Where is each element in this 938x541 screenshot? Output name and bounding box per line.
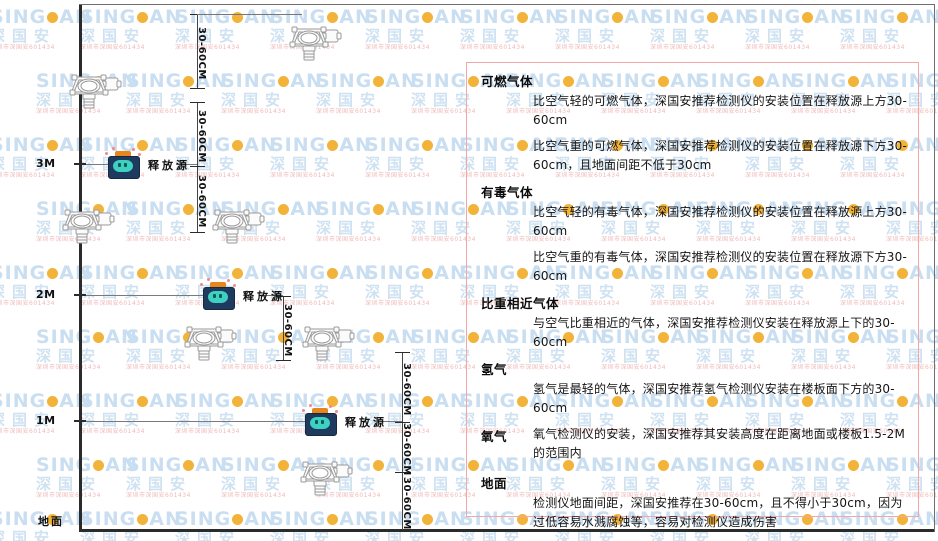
dimension-label: 30-60CM <box>401 423 412 476</box>
level-line-2M <box>82 295 203 296</box>
panel-section-title: 可燃气体 <box>481 74 534 89</box>
panel-section: 比重相近气体与空气比重相近的气体，深国安推荐检测仪安装在释放源上下的30-60c… <box>481 293 908 352</box>
panel-section-title: 比重相近气体 <box>481 296 560 311</box>
dimension-arrow <box>190 232 205 233</box>
dimension-arrow <box>190 88 205 89</box>
panel-section-title: 氧气 <box>481 429 508 444</box>
panel-section-text: 检测仪地面间距，深国安推荐在30-60cm，且不得小于30cm，因为过低容易水溅… <box>533 496 903 529</box>
panel-section-text: 比空气重的可燃气体，深国安推荐检测仪的安装位置在释放源下方30-60cm，且地面… <box>533 139 908 172</box>
axis-tick-mark <box>74 294 86 296</box>
release-source-icon <box>302 404 338 436</box>
recommendation-panel-body: 可燃气体比空气轻的可燃气体，深国安推荐检测仪的安装位置在释放源上方30-60cm… <box>467 63 918 532</box>
dimension-arrow <box>395 352 410 353</box>
dimension-arrow <box>190 166 205 167</box>
dimension-arrow <box>395 472 410 473</box>
dimension-line <box>197 14 198 88</box>
axis-tick-mark <box>74 163 86 165</box>
dimension-arrow <box>276 296 291 297</box>
frame-right-border <box>934 4 935 532</box>
panel-section: 地面检测仪地面间距，深国安推荐在30-60cm，且不得小于30cm，因为过低容易… <box>481 473 908 532</box>
panel-section-title: 氢气 <box>481 362 508 377</box>
panel-section-text: 氧气检测仪的安装，深国安推荐其安装高度在距离地面或楼板1.5-2M的范围内 <box>533 427 906 460</box>
dimension-arrow <box>395 422 410 423</box>
vertical-axis <box>79 4 82 532</box>
panel-section-text: 氢气是最轻的气体，深国安推荐氢气检测仪安装在楼板面下方的30-60cm <box>533 382 895 415</box>
dimension-label: 30-60CM <box>282 304 293 357</box>
panel-section: 氧气 氧气检测仪的安装，深国安推荐其安装高度在距离地面或楼板1.5-2M的范围内 <box>481 425 908 469</box>
panel-section-text: 比空气重的有毒气体，深国安推荐检测仪的安装位置在释放源下方30-60cm <box>533 250 908 283</box>
dimension-line <box>402 422 403 472</box>
dimension-label: 30-60CM <box>196 27 207 80</box>
dimension-label: 30-60CM <box>196 110 207 163</box>
dimension-line <box>197 102 198 166</box>
dimension-label: 30-60CM <box>401 477 412 530</box>
panel-section: 可燃气体比空气轻的可燃气体，深国安推荐检测仪的安装位置在释放源上方30-60cm… <box>481 71 908 175</box>
frame-top-border <box>79 4 935 5</box>
gas-detector-icon <box>60 203 116 247</box>
dimension-line <box>402 472 403 530</box>
dimension-leader-line <box>197 14 302 15</box>
ground-label: 地面 <box>38 515 64 528</box>
release-source-label: 释放源 <box>148 159 190 172</box>
gas-detector-icon <box>67 68 123 112</box>
release-source-icon <box>105 147 141 179</box>
dimension-label: 30-60CM <box>401 363 412 416</box>
dimension-leader-line <box>382 421 402 422</box>
dimension-line <box>283 296 284 360</box>
release-source-label: 释放源 <box>345 416 387 429</box>
dimension-arrow <box>190 102 205 103</box>
panel-section-text: 与空气比重相近的气体，深国安推荐检测仪安装在释放源上下的30-60cm <box>533 316 895 349</box>
gas-detector-icon <box>300 320 356 364</box>
dimension-arrow <box>276 360 291 361</box>
panel-section: 氢气氢气是最轻的气体，深国安推荐氢气检测仪安装在楼板面下方的30-60cm <box>481 359 908 418</box>
release-source-label: 释放源 <box>243 290 285 303</box>
level-line-3M <box>82 164 108 165</box>
gas-detector-icon <box>210 203 266 247</box>
dimension-line <box>197 166 198 232</box>
dimension-leader-line <box>262 295 283 296</box>
panel-section-title: 有毒气体 <box>481 185 534 200</box>
ground-axis <box>79 529 935 532</box>
axis-tick-mark <box>74 420 86 422</box>
panel-section-text: 比空气轻的可燃气体，深国安推荐检测仪的安装位置在释放源上方30-60cm <box>533 94 908 127</box>
gas-detector-icon <box>287 20 343 64</box>
axis-tick-3M: 3M <box>36 157 56 170</box>
dimension-line <box>402 352 403 422</box>
panel-section-text: 比空气轻的有毒气体，深国安推荐检测仪的安装位置在释放源上方30-60cm <box>533 205 908 238</box>
gas-detector-icon <box>298 455 354 499</box>
gas-detector-icon <box>182 320 238 364</box>
panel-section-title: 地面 <box>481 476 508 491</box>
dimension-label: 30-60CM <box>196 175 207 228</box>
level-line-1M <box>82 421 305 422</box>
axis-tick-1M: 1M <box>36 414 56 427</box>
release-source-icon <box>200 278 236 310</box>
axis-tick-2M: 2M <box>36 288 56 301</box>
dimension-arrow <box>395 530 410 531</box>
dimension-leader-line <box>176 164 197 165</box>
panel-section: 有毒气体比空气轻的有毒气体，深国安推荐检测仪的安装位置在释放源上方30-60cm… <box>481 182 908 286</box>
recommendation-panel: 可燃气体比空气轻的可燃气体，深国安推荐检测仪的安装位置在释放源上方30-60cm… <box>466 62 919 529</box>
